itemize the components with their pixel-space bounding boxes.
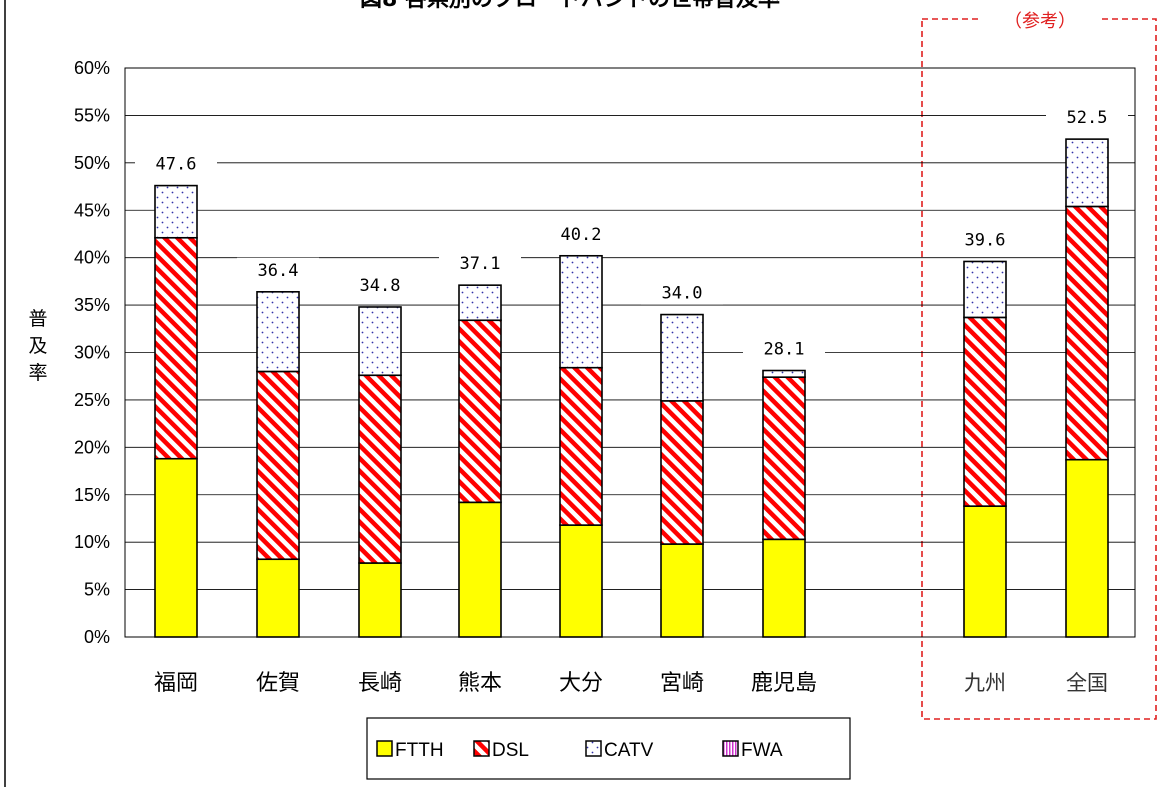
category-label: 長崎 <box>358 671 402 696</box>
total-label-bg <box>339 272 421 297</box>
svg-text:及: 及 <box>28 335 47 357</box>
total-label: 47.6 <box>156 155 197 175</box>
y-tick-label: 45% <box>74 200 110 220</box>
legend-box <box>366 717 851 780</box>
y-tick-label: 60% <box>74 58 110 78</box>
category-label: 鹿児島 <box>751 671 817 696</box>
y-tick-label: 30% <box>74 343 110 363</box>
category-labels: 福岡 佐賀 長崎 熊本 大分 宮崎 鹿児島 九州 全国 <box>154 671 1108 696</box>
total-label-bg <box>1046 105 1128 130</box>
bar-segment-dsl <box>256 370 300 561</box>
bar-segment-catv <box>458 284 502 322</box>
category-label: 大分 <box>559 671 603 696</box>
total-label: 39.6 <box>965 230 1006 250</box>
y-tick-label: 55% <box>74 105 110 125</box>
legend-label-dsl: DSL <box>492 740 529 761</box>
total-label-bg <box>439 251 521 276</box>
bar-segment-catv <box>358 306 402 377</box>
svg-text:普: 普 <box>28 308 47 330</box>
bar-segment-ftth <box>762 538 806 638</box>
total-label: 40.2 <box>561 225 602 245</box>
y-tick-label: 50% <box>74 153 110 173</box>
bar-segment-dsl <box>358 374 402 564</box>
bar-segment-dsl <box>762 376 806 541</box>
bar-segment-dsl <box>963 316 1007 507</box>
y-tick-label: 40% <box>74 248 110 268</box>
y-axis-ticks: 0% 5% 10% 15% 20% 25% 30% 35% 40% 45% 50% 55% 60% <box>74 58 110 647</box>
category-label: 佐賀 <box>256 671 300 696</box>
total-label: 36.4 <box>258 261 299 281</box>
bar-segment-dsl <box>660 400 704 545</box>
category-label: 宮崎 <box>660 671 704 696</box>
legend-label-fwa: FWA <box>741 740 783 761</box>
legend-label-catv: CATV <box>604 740 654 761</box>
bar-segment-ftth <box>358 562 402 638</box>
total-label-bg <box>237 257 319 282</box>
legend: FTTH DSL CATV FWA <box>366 717 851 780</box>
bar-segment-dsl <box>458 319 502 504</box>
y-tick-label: 10% <box>74 532 110 552</box>
bar-segment-catv <box>762 369 806 378</box>
svg-text:率: 率 <box>28 362 47 384</box>
y-tick-label: 5% <box>84 580 110 600</box>
reference-box <box>921 18 1157 720</box>
total-label: 28.1 <box>764 340 805 360</box>
bar-segment-dsl <box>1065 205 1109 461</box>
bar-segment-catv <box>559 254 603 369</box>
bar-segment-dsl <box>559 366 603 526</box>
legend-swatch-catv <box>585 740 602 757</box>
total-label-bg <box>135 151 217 176</box>
category-label: 全国 <box>1066 671 1108 695</box>
legend-swatch-dsl <box>473 740 490 757</box>
legend-label-ftth: FTTH <box>395 740 444 761</box>
y-tick-label: 15% <box>74 485 110 505</box>
bar-segment-ftth <box>256 558 300 638</box>
reference-label: （参考） <box>1004 11 1076 32</box>
total-label-bg <box>641 280 723 305</box>
total-label-bg <box>944 227 1026 252</box>
bar-segment-dsl <box>154 236 198 460</box>
reference-label-bg <box>980 6 1100 34</box>
y-axis-label: 普 及 率 <box>28 308 47 384</box>
bars <box>154 138 1109 638</box>
y-tick-label: 35% <box>74 295 110 315</box>
legend-swatch-ftth <box>376 740 393 757</box>
category-label: 九州 <box>964 671 1006 695</box>
bar-segment-ftth <box>458 501 502 638</box>
chart-title: 図8 各県別のブロードバンドの世帯普及率 <box>360 0 780 12</box>
total-label-bg <box>540 221 622 246</box>
y-tick-label: 25% <box>74 390 110 410</box>
legend-swatch-fwa <box>722 740 739 757</box>
total-label: 37.1 <box>460 254 501 274</box>
bar-segment-ftth <box>154 457 198 638</box>
category-label: 熊本 <box>458 671 502 696</box>
bar-segment-catv <box>256 291 300 373</box>
y-tick-label: 0% <box>84 627 110 647</box>
y-tick-label: 20% <box>74 437 110 457</box>
total-label: 34.0 <box>662 284 703 304</box>
category-label: 福岡 <box>154 671 198 696</box>
bar-segment-catv <box>963 260 1007 319</box>
bar-segment-ftth <box>1065 458 1109 638</box>
bar-segment-ftth <box>963 505 1007 638</box>
bar-segment-catv <box>660 313 704 402</box>
bar-segment-ftth <box>559 524 603 638</box>
total-label-bg <box>743 336 825 361</box>
total-labels: 47.6 36.4 34.8 37.1 40.2 34.0 28.1 39.6 52.5 <box>135 105 1128 361</box>
bar-segment-ftth <box>660 543 704 638</box>
plot-area-frame <box>124 67 1136 638</box>
total-label: 34.8 <box>360 276 401 296</box>
total-label: 52.5 <box>1067 108 1108 128</box>
bar-segment-catv <box>154 184 198 239</box>
bar-segment-catv <box>1065 138 1109 208</box>
